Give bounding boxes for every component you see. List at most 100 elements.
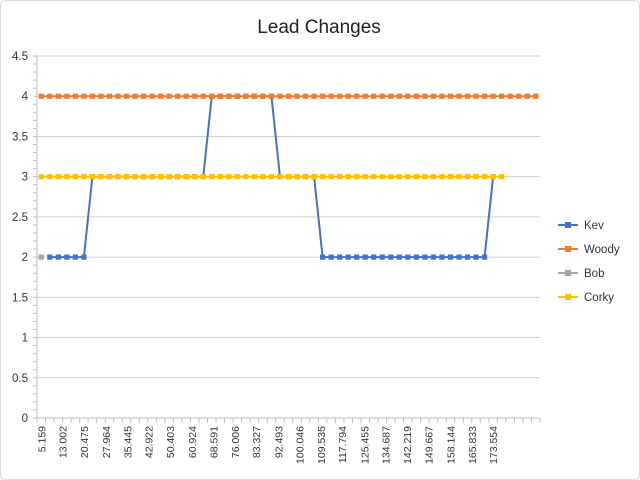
data-point: [55, 174, 61, 180]
legend-label: Woody: [584, 244, 620, 256]
data-point: [345, 174, 351, 180]
chart-title: Lead Changes: [257, 17, 381, 38]
data-point: [72, 93, 78, 99]
data-point: [362, 93, 368, 99]
data-point: [55, 93, 61, 99]
x-tick-label: 35.445: [122, 426, 134, 458]
data-point: [311, 93, 317, 99]
data-point: [200, 174, 206, 180]
data-point: [140, 93, 147, 99]
data-point: [396, 254, 402, 260]
data-point: [89, 93, 96, 99]
data-point: [481, 254, 488, 260]
data-point: [439, 174, 445, 180]
data-point: [413, 93, 419, 99]
y-tick-label: 2: [22, 252, 28, 264]
data-point: [64, 174, 70, 180]
data-point: [362, 174, 368, 180]
data-point: [328, 254, 334, 260]
data-point: [447, 174, 454, 180]
data-point: [200, 93, 206, 99]
data-point: [106, 174, 113, 180]
data-point: [362, 254, 368, 260]
data-point: [337, 174, 343, 180]
data-point: [464, 93, 471, 99]
data-point: [166, 174, 172, 180]
data-point: [430, 174, 437, 180]
data-point: [413, 174, 419, 180]
data-point: [260, 174, 266, 180]
data-point: [456, 93, 462, 99]
data-point: [38, 93, 44, 99]
x-tick-label: 60.924: [187, 426, 199, 458]
y-tick-label: 4: [22, 91, 29, 103]
data-point: [473, 254, 479, 260]
data-point: [209, 93, 215, 99]
x-axis: 5.159 13.002 20.475 27.964 35.445 42.922 50.40…: [36, 418, 541, 464]
data-point: [337, 93, 343, 99]
data-point: [209, 174, 215, 180]
x-tick-label: 68.591: [208, 426, 220, 458]
data-point: [439, 93, 445, 99]
legend-item-corky: Corky: [558, 292, 614, 304]
data-point: [268, 174, 275, 180]
data-point: [123, 93, 130, 99]
data-point: [38, 254, 44, 260]
data-point: [447, 254, 454, 260]
data-point: [464, 174, 471, 180]
y-tick-label: 1: [22, 333, 28, 345]
data-point: [311, 174, 317, 180]
data-point: [345, 254, 351, 260]
x-tick-label: 117.794: [337, 426, 349, 463]
legend: Kev Woody Bob Corky: [558, 220, 620, 304]
legend-item-kev: Kev: [558, 220, 604, 232]
data-point: [123, 174, 130, 180]
data-point: [132, 174, 138, 180]
data-point: [354, 254, 360, 260]
y-tick-label: 2.5: [12, 212, 28, 224]
data-point: [47, 174, 53, 180]
data-point: [447, 93, 454, 99]
data-point: [516, 93, 522, 99]
legend-item-woody: Woody: [558, 244, 620, 256]
data-point: [379, 174, 385, 180]
data-point: [456, 174, 462, 180]
data-point: [422, 174, 428, 180]
data-point: [38, 174, 44, 180]
data-point: [388, 174, 394, 180]
x-tick-label: 20.475: [79, 426, 91, 458]
data-point: [405, 174, 411, 180]
legend-swatch-marker: [565, 246, 571, 252]
data-point: [473, 93, 479, 99]
x-tick-label: 13.002: [58, 426, 70, 458]
series-group: [38, 93, 539, 260]
legend-item-bob: Bob: [558, 268, 604, 280]
data-point: [388, 93, 394, 99]
data-point: [158, 93, 164, 99]
data-point: [98, 93, 104, 99]
data-point: [89, 174, 96, 180]
data-point: [98, 174, 104, 180]
x-tick-label: 158.144: [445, 426, 457, 464]
data-point: [464, 254, 471, 260]
data-point: [115, 93, 121, 99]
x-tick-label: 83.327: [251, 426, 263, 458]
data-point: [320, 93, 326, 99]
data-point: [183, 174, 189, 180]
y-tick-label: 0.5: [12, 373, 28, 385]
data-point: [268, 93, 275, 99]
x-tick-label: 149.667: [423, 426, 435, 464]
data-point: [499, 93, 505, 99]
series-woody: [38, 93, 539, 99]
data-point: [413, 254, 419, 260]
data-point: [379, 254, 385, 260]
x-tick-label: 109.535: [316, 426, 328, 464]
legend-swatch-marker: [565, 294, 571, 300]
data-point: [490, 174, 496, 180]
legend-swatch-marker: [565, 270, 571, 276]
x-tick-label: 50.403: [165, 426, 177, 458]
data-point: [430, 93, 437, 99]
data-point: [388, 254, 394, 260]
data-point: [473, 174, 479, 180]
data-point: [183, 93, 189, 99]
